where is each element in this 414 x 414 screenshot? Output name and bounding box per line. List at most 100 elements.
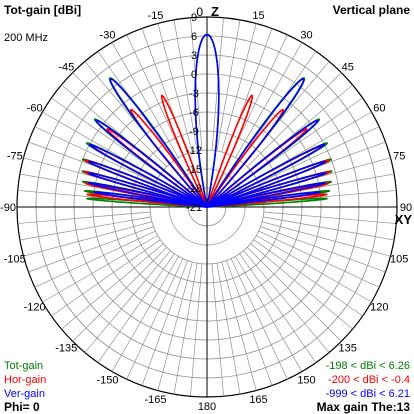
grid-spoke [230,258,288,380]
grid-spoke [111,256,179,372]
angle-label: 45 [342,61,354,73]
trace-lobe [206,94,254,208]
angle-label: 150 [297,374,315,386]
grid-spoke [247,72,342,167]
trace-lobe [88,182,208,208]
angle-label: 165 [249,394,267,406]
trace-lobe [88,143,208,208]
grid-spoke [72,247,167,342]
grid-spoke [72,72,167,167]
trace-lobe [206,191,321,208]
angle-label: 105 [390,254,408,266]
grid-spoke [211,17,224,151]
grid-spoke [221,23,257,153]
legend-name-hor: Hor-gain [4,374,47,386]
angle-label: 60 [373,103,385,115]
radial-tick-label: -9 [189,126,199,138]
angle-label: 180 [198,401,216,413]
trace-lobe [206,77,306,208]
angle-label: -135 [55,343,77,355]
grid-spoke [157,23,193,153]
radial-tick-label: -12 [186,145,202,157]
plane-label: Vertical plane [332,3,410,17]
grid-spoke [235,42,303,158]
grid-spoke [258,230,380,288]
trace-lobe [206,182,326,208]
grid-spoke [256,235,372,303]
grid-spoke [19,216,151,241]
grid-spoke [173,263,198,395]
trace-lobe [206,119,319,208]
pattern-traces [81,33,333,208]
grid-spoke [61,243,164,330]
legend-name-ver: Ver-gain [4,388,45,400]
grid-spoke [263,211,397,224]
radial-tick-label: -3 [189,88,199,100]
grid-spoke [157,261,193,391]
angle-label: 30 [300,30,312,42]
angle-label: -120 [24,302,46,314]
angle-label: -150 [96,374,118,386]
legend-range-tot: -198 < dBi < 6.26 [325,360,410,372]
axis-labels: 0 153045607590105120135150165180-165-150-… [0,4,412,413]
trace-lobe [206,143,326,208]
grid-spoke [141,260,188,386]
trace-lobe [206,172,327,208]
grid-spoke [247,247,342,342]
grid-spoke [258,126,380,184]
legend-name-tot: Tot-gain [4,360,44,372]
grid-spoke [211,263,224,397]
trace-lobe [160,94,208,208]
radial-tick-label: -6 [189,107,199,119]
angle-label: 15 [252,10,264,22]
radial-tick-label: 9 [191,12,197,24]
grid-spoke [51,97,161,175]
angle-label: -30 [100,30,116,42]
grid-spoke [173,19,198,151]
zenith-axis-label: Z [211,4,219,19]
max-gain-label: Max gain The:13 [316,400,410,414]
grid-spoke [261,221,391,257]
angle-label: 0 [196,5,203,19]
grid-spoke [235,256,303,372]
grid-spoke [239,253,317,363]
trace-lobe [194,33,220,208]
angle-label: -45 [58,61,74,73]
grid-spoke [97,253,175,363]
radial-tick-label: -18 [186,183,202,195]
frequency-label: 200 MHz [4,32,49,44]
grid-spoke [34,230,156,288]
trace-lobe [206,78,305,208]
angle-label: -90 [0,202,16,214]
grid-spoke [23,221,153,257]
grid-spoke [111,42,179,158]
radial-tick-label: -21 [186,202,202,214]
trace-lobe [87,172,208,208]
grid-spoke [226,260,273,386]
grid-spoke [126,34,184,156]
trace-lobe [95,119,208,208]
grid-spoke [253,239,363,317]
grid-spoke [28,226,154,273]
grid-spoke [17,211,151,224]
angle-label: -165 [144,394,166,406]
grid-spoke [250,243,353,330]
radial-tick-label: -15 [186,164,202,176]
grid-spoke [216,263,241,395]
grid-spoke [190,263,203,397]
grid-spoke [253,97,363,175]
angle-label: -60 [27,103,43,115]
legend-range-ver: -999 < dBi < 6.21 [325,388,410,400]
chart-title: Tot-gain [dBi] [4,3,82,17]
trace-lobe [109,78,208,208]
angle-label: 75 [393,150,405,162]
radial-tick-label: 6 [191,31,197,43]
legend-range-hor: -200 < dBi < -0.4 [328,374,410,386]
angle-label: 90 [400,202,412,214]
trace-lobe [206,160,327,208]
radial-tick-label: 0 [191,69,197,81]
grid-spoke [190,17,203,151]
angle-label: 135 [339,343,357,355]
grid-spoke [84,250,171,353]
